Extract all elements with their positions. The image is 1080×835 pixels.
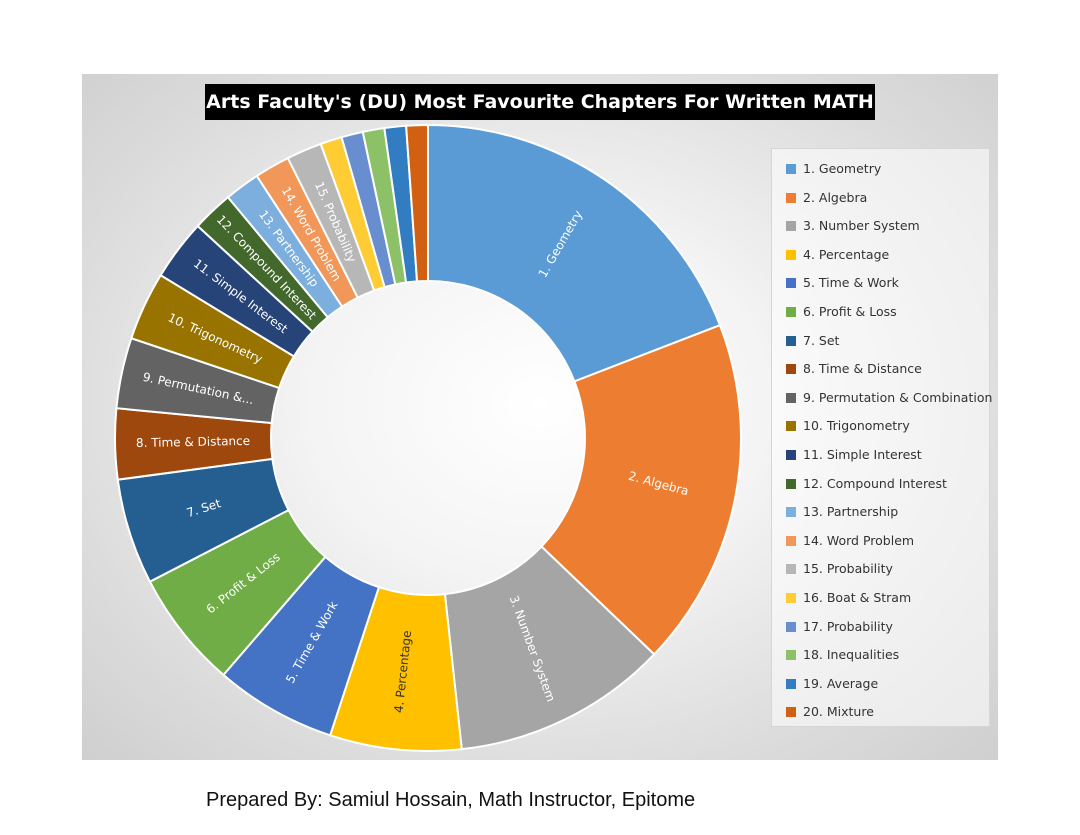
donut-slice-20	[405, 123, 429, 283]
legend-label: 20. Mixture	[803, 704, 874, 720]
legend-swatch	[786, 364, 796, 375]
legend-swatch	[786, 221, 796, 232]
legend-swatch	[786, 164, 796, 174]
legend-item-10: 10. Trigonometry	[786, 417, 910, 435]
donut-slice-2	[540, 323, 742, 656]
legend-label: 9. Permutation & Combination	[803, 389, 993, 405]
legend-label: 6. Profit & Loss	[803, 304, 897, 319]
legend-item-12: 12. Compound Interest	[786, 475, 947, 493]
legend-item-8: 8. Time & Distance	[786, 360, 922, 378]
legend-item-2: 2. Algebra	[786, 189, 867, 207]
legend-swatch	[786, 335, 796, 346]
legend-label: 12. Compound Interest	[803, 475, 947, 491]
legend-item-11: 11. Simple Interest	[786, 446, 922, 464]
legend-label: 4. Percentage	[803, 246, 890, 262]
legend-label: 8. Time & Distance	[803, 361, 922, 377]
legend-item-5: 5. Time & Work	[786, 274, 899, 292]
legend-label: 14. Word Problem	[803, 532, 915, 548]
legend-label: 10. Trigonometry	[803, 418, 910, 434]
legend-swatch	[786, 450, 796, 460]
legend-swatch	[786, 192, 796, 203]
legend-swatch	[786, 535, 796, 546]
legend-label: 19. Average	[803, 675, 879, 691]
legend-item-6: 6. Profit & Loss	[786, 303, 897, 321]
legend-item-20: 20. Mixture	[786, 703, 874, 721]
legend-item-16: 16. Boat & Stram	[786, 589, 911, 607]
legend-item-7: 7. Set	[786, 332, 839, 350]
legend-label: 2. Algebra	[803, 189, 868, 205]
legend-item-15: 15. Probability	[786, 560, 893, 578]
legend-item-4: 4. Percentage	[786, 246, 889, 264]
legend-label: 11. Simple Interest	[803, 447, 922, 462]
legend-item-18: 18. Inequalities	[786, 646, 899, 664]
legend-swatch	[786, 650, 796, 661]
legend-label: 16. Boat & Stram	[803, 590, 912, 605]
legend-label: 1. Geometry	[803, 161, 882, 176]
legend-item-19: 19. Average	[786, 675, 878, 693]
legend-swatch	[786, 593, 796, 603]
legend-swatch	[786, 707, 796, 718]
legend-item-3: 3. Number System	[786, 217, 920, 235]
legend-swatch	[786, 621, 796, 632]
legend-item-9: 9. Permutation & Combination	[786, 389, 992, 407]
legend-swatch	[786, 421, 796, 432]
legend-item-14: 14. Word Problem	[786, 532, 914, 550]
chart-legend: 1. Geometry 2. Algebra 3. Number System 4. …	[771, 148, 992, 727]
legend-label: 17. Probability	[803, 618, 893, 634]
chart-title: Arts Faculty's (DU) Most Favourite Chapt…	[205, 84, 875, 120]
legend-swatch	[786, 278, 796, 289]
donut-slice-1	[427, 123, 722, 383]
legend-item-13: 13. Partnership	[786, 503, 898, 521]
legend-swatch	[786, 307, 796, 317]
legend-swatch	[786, 392, 796, 403]
legend-label: 5. Time & Work	[803, 275, 899, 291]
legend-swatch	[786, 564, 796, 575]
footer-credit: Prepared By: Samiul Hossain, Math Instru…	[206, 789, 696, 811]
legend-label: 15. Probability	[803, 561, 893, 577]
legend-swatch	[786, 249, 796, 260]
legend-swatch	[786, 478, 796, 489]
legend-item-17: 17. Probability	[786, 618, 893, 636]
legend-label: 18. Inequalities	[803, 647, 900, 663]
legend-item-1: 1. Geometry	[786, 160, 881, 178]
slice-label-8: 8. Time & Distance	[136, 434, 250, 450]
legend-label: 13. Partnership	[803, 504, 899, 520]
legend-swatch	[786, 507, 796, 518]
legend-label: 7. Set	[803, 332, 840, 348]
legend-swatch	[786, 678, 796, 689]
legend-label: 3. Number System	[803, 218, 920, 234]
